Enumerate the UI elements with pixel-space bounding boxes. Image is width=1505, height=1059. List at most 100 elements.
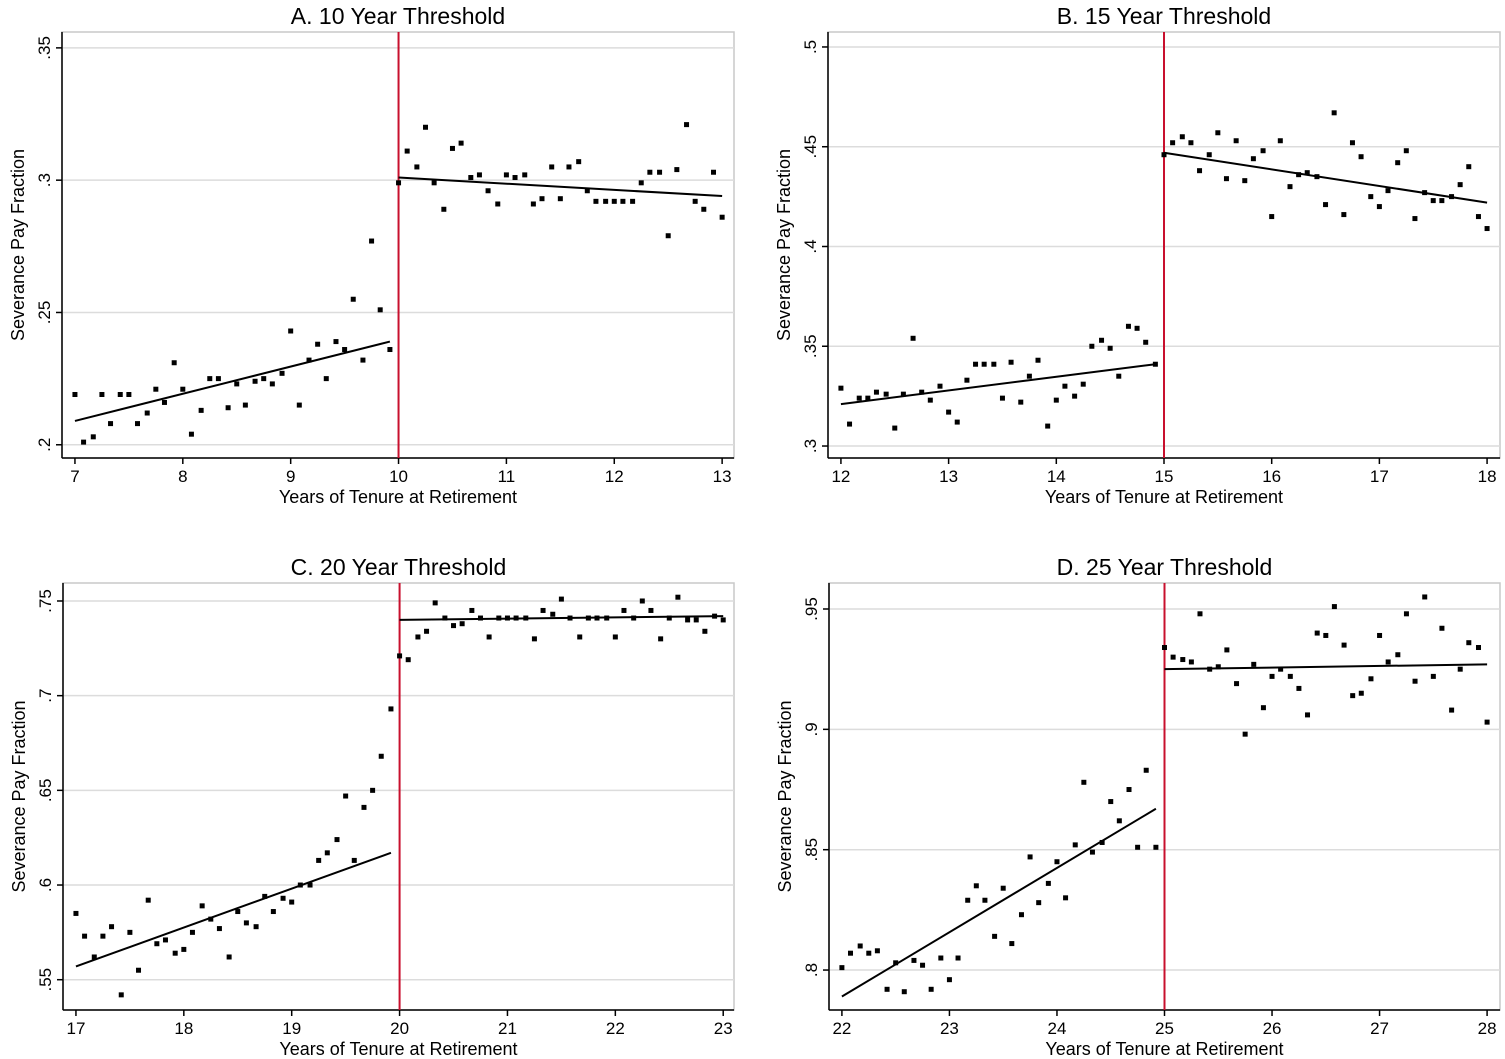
data-point bbox=[476, 172, 482, 178]
data-point bbox=[1457, 666, 1463, 672]
x-tick-label: 14 bbox=[1047, 467, 1066, 486]
data-point bbox=[296, 402, 302, 408]
data-point bbox=[415, 634, 421, 640]
x-tick-label: 16 bbox=[1262, 467, 1281, 486]
data-point bbox=[1188, 659, 1194, 665]
data-point bbox=[1116, 373, 1122, 379]
data-point bbox=[857, 943, 863, 949]
data-point bbox=[1403, 611, 1409, 617]
data-point bbox=[73, 910, 79, 916]
data-point bbox=[1331, 110, 1337, 116]
data-point bbox=[702, 628, 708, 634]
data-point bbox=[262, 893, 268, 899]
data-point bbox=[1475, 645, 1481, 651]
chart-title: D. 25 Year Threshold bbox=[1057, 554, 1273, 580]
data-point bbox=[549, 164, 555, 170]
data-point bbox=[215, 376, 221, 382]
data-point bbox=[405, 657, 411, 663]
data-point bbox=[117, 391, 123, 397]
data-point bbox=[720, 617, 726, 623]
data-point bbox=[1377, 632, 1383, 638]
data-point bbox=[495, 201, 501, 207]
data-point bbox=[630, 198, 636, 204]
data-point bbox=[1242, 731, 1248, 737]
data-point bbox=[530, 201, 536, 207]
data-point bbox=[153, 386, 159, 392]
data-point bbox=[486, 634, 492, 640]
x-tick-label: 17 bbox=[1370, 467, 1389, 486]
data-point bbox=[1323, 202, 1329, 208]
data-point bbox=[1439, 198, 1445, 204]
data-point bbox=[910, 335, 916, 341]
data-point bbox=[1125, 323, 1131, 329]
data-point bbox=[208, 916, 214, 922]
data-point bbox=[1188, 140, 1194, 146]
data-point bbox=[361, 804, 367, 810]
data-point bbox=[1368, 194, 1374, 200]
data-point bbox=[1035, 357, 1041, 363]
data-point bbox=[360, 357, 366, 363]
data-point bbox=[485, 188, 491, 194]
data-point bbox=[1126, 787, 1132, 793]
data-point bbox=[1018, 912, 1024, 918]
data-point bbox=[1135, 844, 1141, 850]
data-point bbox=[1484, 226, 1490, 232]
y-tick-label: .75 bbox=[36, 589, 55, 613]
data-point bbox=[965, 897, 971, 903]
x-tick-label: 19 bbox=[282, 1019, 301, 1038]
data-point bbox=[442, 615, 448, 621]
x-tick-label: 24 bbox=[1048, 1019, 1067, 1038]
data-point bbox=[1439, 625, 1445, 631]
panel: C. 20 Year Threshold .55 .6 .65 .7 .75 17 18 19 2… bbox=[9, 554, 735, 1059]
data-point bbox=[927, 397, 933, 403]
data-point bbox=[946, 409, 952, 415]
data-point bbox=[593, 198, 599, 204]
y-tick-label: .6 bbox=[36, 878, 55, 892]
data-point bbox=[892, 425, 898, 431]
x-tick-label: 28 bbox=[1478, 1019, 1497, 1038]
data-point bbox=[118, 992, 124, 998]
data-point bbox=[991, 361, 997, 367]
panel: A. 10 Year Threshold .2 .25 .3 .35 7 8 9 10 11 12 1… bbox=[8, 3, 735, 507]
x-tick-label: 9 bbox=[286, 467, 295, 486]
data-point bbox=[334, 837, 340, 843]
data-point bbox=[449, 145, 455, 151]
data-point bbox=[404, 148, 410, 154]
data-point bbox=[1269, 673, 1275, 679]
data-point bbox=[441, 206, 447, 212]
y-axis-label: Severance Pay Fraction bbox=[775, 700, 795, 892]
data-point bbox=[279, 370, 285, 376]
data-point bbox=[954, 419, 960, 425]
data-point bbox=[1430, 673, 1436, 679]
data-point bbox=[992, 933, 998, 939]
data-point bbox=[387, 347, 393, 353]
data-point bbox=[1314, 630, 1320, 636]
y-tick-label: .95 bbox=[802, 597, 821, 621]
y-tick-label: .45 bbox=[801, 135, 820, 159]
data-point bbox=[189, 929, 195, 935]
data-point bbox=[350, 296, 356, 302]
data-point bbox=[468, 175, 474, 181]
data-point bbox=[657, 169, 663, 175]
data-point bbox=[270, 909, 276, 915]
data-point bbox=[1054, 859, 1060, 865]
data-point bbox=[611, 198, 617, 204]
data-point bbox=[269, 381, 275, 387]
x-tick-label: 23 bbox=[714, 1019, 733, 1038]
data-point bbox=[838, 385, 844, 391]
data-point bbox=[1162, 645, 1167, 651]
data-point bbox=[648, 607, 654, 613]
data-point bbox=[1368, 676, 1374, 682]
y-tick-label: .8 bbox=[802, 963, 821, 977]
y-tick-label: .5 bbox=[801, 40, 820, 54]
data-point bbox=[873, 389, 879, 395]
data-point bbox=[1385, 188, 1391, 194]
data-point bbox=[1089, 343, 1095, 349]
data-point bbox=[1475, 214, 1481, 220]
data-point bbox=[982, 897, 988, 903]
y-tick-label: .55 bbox=[36, 968, 55, 992]
data-point bbox=[621, 607, 627, 613]
x-axis-label: Years of Tenure at Retirement bbox=[1045, 487, 1283, 507]
data-point bbox=[261, 376, 267, 382]
data-point bbox=[1466, 164, 1472, 170]
